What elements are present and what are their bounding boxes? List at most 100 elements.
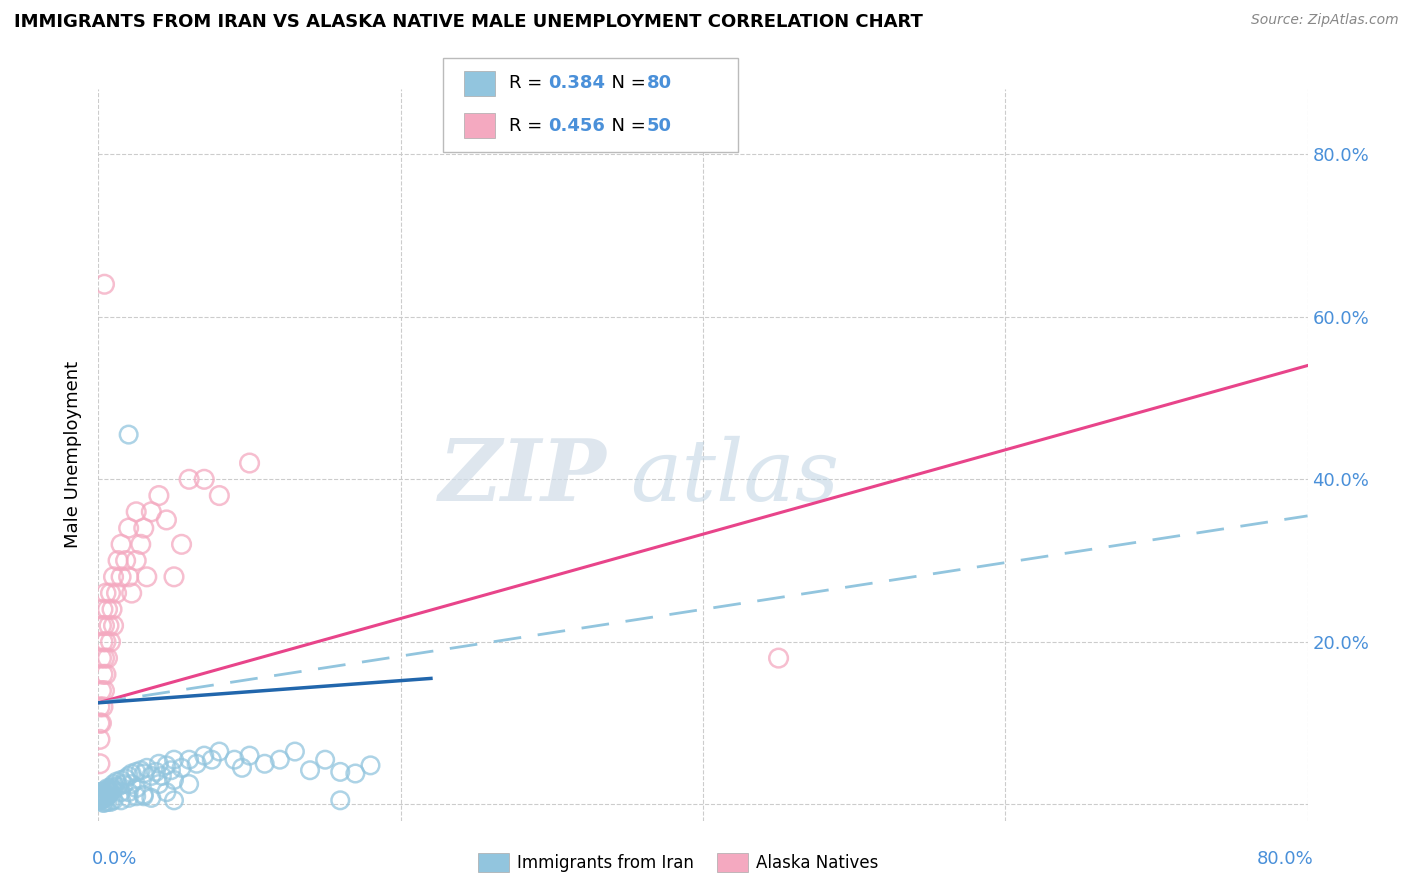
Point bbox=[179, 472, 201, 486]
Point bbox=[329, 764, 352, 779]
Point bbox=[91, 635, 114, 649]
Point bbox=[170, 761, 193, 775]
Text: atlas: atlas bbox=[630, 435, 839, 518]
Point bbox=[125, 781, 148, 796]
Point bbox=[121, 777, 143, 791]
Point bbox=[201, 753, 224, 767]
Point bbox=[90, 793, 112, 807]
Point bbox=[91, 667, 114, 681]
Point bbox=[114, 772, 136, 786]
Point bbox=[89, 793, 111, 807]
Point bbox=[269, 753, 291, 767]
Point bbox=[94, 586, 117, 600]
Text: R =: R = bbox=[509, 74, 548, 93]
Point bbox=[91, 788, 114, 802]
Point bbox=[118, 521, 141, 535]
Point bbox=[93, 790, 115, 805]
Point bbox=[118, 427, 141, 442]
Point bbox=[96, 781, 118, 796]
Point bbox=[208, 489, 231, 503]
Point bbox=[121, 586, 143, 600]
Point bbox=[91, 699, 114, 714]
Point bbox=[155, 758, 177, 772]
Point bbox=[284, 745, 307, 759]
Point bbox=[239, 748, 262, 763]
Point bbox=[105, 774, 128, 789]
Point bbox=[299, 764, 322, 778]
Point bbox=[89, 716, 111, 731]
Point bbox=[224, 753, 246, 767]
Point bbox=[103, 793, 125, 807]
Point bbox=[94, 635, 117, 649]
Point bbox=[186, 756, 208, 771]
Point bbox=[208, 745, 231, 759]
Point bbox=[94, 790, 117, 805]
Point bbox=[118, 785, 141, 799]
Text: IMMIGRANTS FROM IRAN VS ALASKA NATIVE MALE UNEMPLOYMENT CORRELATION CHART: IMMIGRANTS FROM IRAN VS ALASKA NATIVE MA… bbox=[14, 13, 922, 31]
Point bbox=[129, 537, 152, 551]
Point bbox=[239, 456, 262, 470]
Point bbox=[132, 766, 155, 780]
Point bbox=[132, 521, 155, 535]
Text: Alaska Natives: Alaska Natives bbox=[756, 854, 879, 871]
Point bbox=[145, 764, 167, 779]
Point bbox=[101, 780, 124, 794]
Text: 80.0%: 80.0% bbox=[1257, 850, 1313, 868]
Point bbox=[132, 788, 155, 802]
Point bbox=[103, 570, 125, 584]
Text: N =: N = bbox=[600, 74, 652, 93]
Point bbox=[91, 602, 114, 616]
Text: ZIP: ZIP bbox=[439, 435, 606, 518]
Point bbox=[100, 586, 122, 600]
Point bbox=[150, 769, 173, 783]
Point bbox=[100, 781, 122, 796]
Point bbox=[314, 753, 336, 767]
Point bbox=[132, 789, 155, 804]
Point bbox=[96, 602, 118, 616]
Point bbox=[93, 789, 115, 804]
Point bbox=[329, 793, 352, 807]
Point bbox=[148, 756, 170, 771]
Point bbox=[135, 570, 157, 584]
Point bbox=[100, 635, 122, 649]
Point bbox=[93, 618, 115, 632]
Point bbox=[91, 796, 114, 810]
Point bbox=[110, 785, 132, 799]
Point bbox=[90, 683, 112, 698]
Point bbox=[170, 537, 193, 551]
Point bbox=[105, 586, 128, 600]
Point bbox=[155, 785, 177, 799]
Point bbox=[103, 782, 125, 797]
Point bbox=[93, 277, 115, 292]
Point bbox=[89, 790, 111, 805]
Point bbox=[118, 769, 141, 783]
Text: R =: R = bbox=[509, 117, 548, 135]
Point bbox=[125, 553, 148, 567]
Point bbox=[93, 683, 115, 698]
Point bbox=[98, 618, 121, 632]
Point bbox=[110, 537, 132, 551]
Point bbox=[93, 651, 115, 665]
Point bbox=[253, 756, 276, 771]
Point bbox=[163, 793, 186, 807]
Point bbox=[89, 785, 111, 799]
Text: 0.456: 0.456 bbox=[548, 117, 605, 135]
Point bbox=[114, 553, 136, 567]
Point bbox=[89, 699, 111, 714]
Point bbox=[110, 570, 132, 584]
Point bbox=[121, 766, 143, 780]
Point bbox=[89, 793, 111, 807]
Text: 0.0%: 0.0% bbox=[93, 850, 138, 868]
Point bbox=[160, 764, 183, 778]
Point bbox=[100, 785, 122, 799]
Point bbox=[103, 777, 125, 791]
Point bbox=[94, 788, 117, 802]
Point bbox=[193, 748, 215, 763]
Point bbox=[89, 732, 111, 747]
Point bbox=[148, 489, 170, 503]
Point bbox=[107, 553, 129, 567]
Point bbox=[93, 785, 115, 799]
Point bbox=[101, 602, 124, 616]
Point bbox=[110, 793, 132, 807]
Text: N =: N = bbox=[600, 117, 652, 135]
